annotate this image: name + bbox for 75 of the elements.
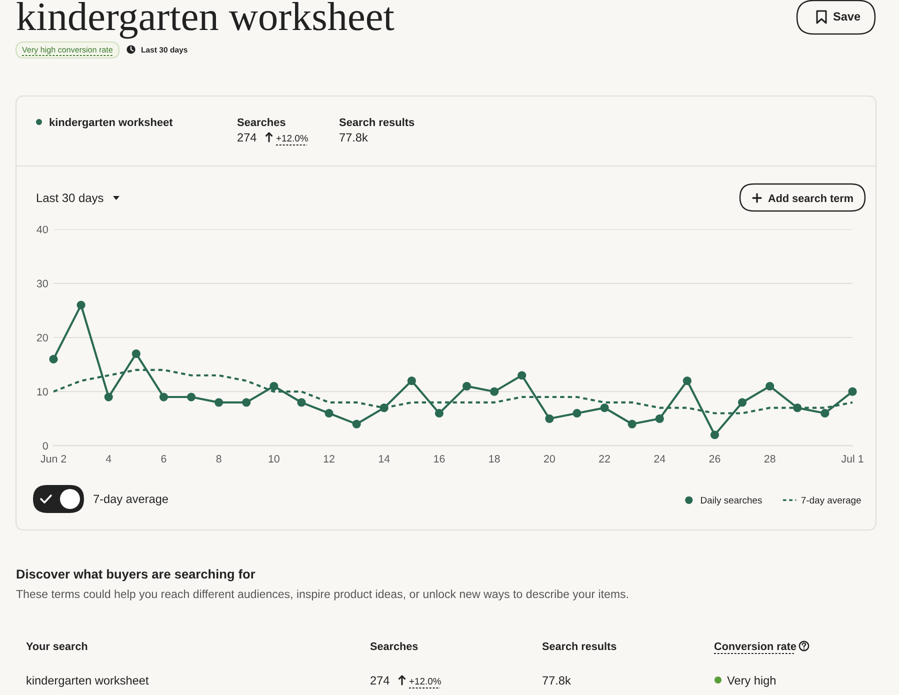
text: +12.0% [276, 134, 308, 142]
x-tick-label: 22 [599, 455, 610, 462]
text: Discover what buyers are searching for [16, 569, 256, 582]
point [76, 300, 86, 310]
point [572, 408, 582, 418]
text: Very high [727, 676, 776, 687]
point [628, 420, 636, 428]
point [434, 408, 444, 418]
x-tick-label: 6 [161, 455, 166, 463]
point [793, 404, 802, 412]
x-tick-label: 16 [434, 455, 445, 463]
point [380, 404, 388, 412]
point [462, 382, 472, 390]
text: Searches [237, 118, 286, 126]
y-tick-label: 20 [37, 334, 48, 342]
point [407, 376, 416, 386]
text: These terms could help you reach different audiences, inspire product ideas, or unlock new ways to describe your items. [16, 590, 628, 600]
point [848, 387, 857, 396]
text: Last 30 days [36, 193, 104, 204]
x-tick-label: 24 [654, 455, 666, 462]
x-tick-label: 20 [544, 455, 555, 463]
text: Save [833, 12, 860, 21]
y-tick-label: 40 [36, 226, 48, 234]
point [600, 404, 609, 412]
text: Very high conversion rate [22, 46, 113, 54]
chart-title: kindergarten worksheet [16, 2, 394, 39]
point [820, 408, 830, 418]
legend-label: Daily searches [701, 496, 762, 506]
text: Searches [370, 642, 418, 650]
point [104, 392, 113, 402]
legend-label: 7-day average [801, 496, 861, 506]
text: 274 [370, 676, 390, 684]
x-tick-label: 12 [324, 455, 334, 462]
x-tick-label: 8 [216, 455, 222, 463]
text: kindergarten worksheet [26, 676, 149, 687]
text: +12.0% [409, 678, 441, 685]
x-tick-label: 26 [709, 455, 720, 463]
x-tick-label: 10 [268, 455, 280, 463]
point [214, 398, 224, 407]
y-tick-label: 0 [42, 442, 48, 450]
x-tick-label: 4 [106, 455, 112, 462]
x-tick-label: 28 [764, 455, 776, 463]
x-tick-label: 18 [489, 455, 500, 463]
point [682, 376, 692, 386]
text: Add search term [768, 194, 853, 202]
point [132, 349, 140, 358]
point [270, 382, 278, 390]
x-tick-label: 14 [378, 455, 390, 462]
y-tick-label: 10 [37, 388, 48, 396]
point [324, 408, 334, 418]
text: 77.8k [340, 132, 368, 142]
point [490, 387, 499, 396]
point [655, 414, 664, 423]
text: 7-day average [94, 494, 168, 506]
text: Your search [26, 642, 88, 650]
text: Search results [339, 118, 414, 126]
x-tick-label: Jul 1 [841, 454, 864, 463]
point [545, 414, 554, 423]
point [518, 371, 526, 380]
point [49, 354, 58, 364]
text: Conversion rate [714, 642, 796, 650]
text: 274 [238, 133, 256, 142]
x-tick-label: Jun 2 [40, 455, 66, 463]
point [242, 398, 251, 407]
point [766, 382, 774, 390]
point [710, 430, 720, 440]
point [738, 398, 747, 407]
text: 77.8k [542, 676, 571, 685]
point [159, 392, 168, 402]
y-tick-label: 30 [36, 280, 48, 288]
text: Search results [542, 642, 616, 650]
text: kindergarten worksheet [50, 118, 173, 128]
point [352, 420, 361, 428]
point [186, 392, 196, 402]
point [297, 398, 306, 407]
